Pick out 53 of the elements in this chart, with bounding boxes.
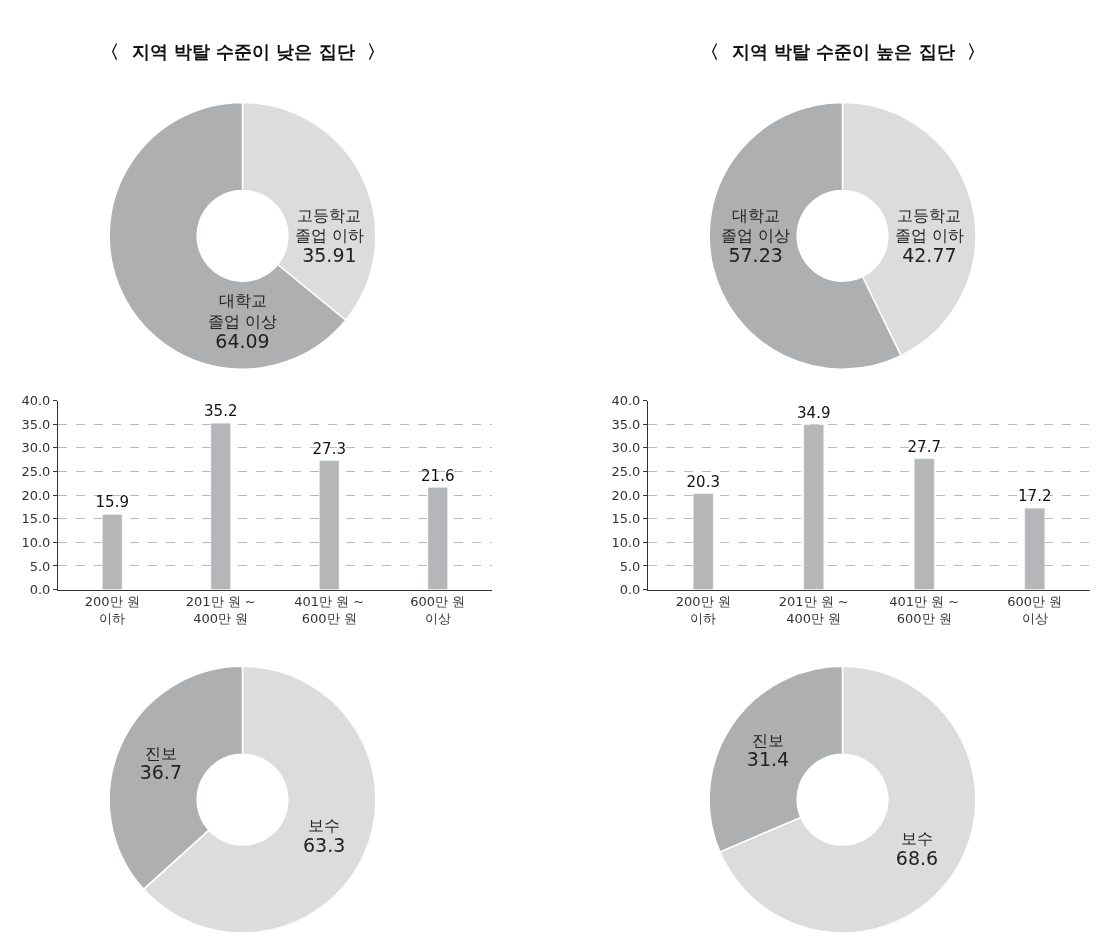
slice-label: 보수 (901, 829, 934, 849)
chart-title: 〈 지역 박탈 수준이 낮은 집단 〉 (101, 41, 386, 62)
data-label: 17.2 (1018, 487, 1052, 506)
x-tick-label: 401만 원 ~ 600만 원 (294, 594, 365, 627)
y-tick-label: 30.0 (21, 440, 51, 456)
x-tick-label: 401만 원 ~ 600만 원 (889, 594, 960, 627)
data-label: 57.23 (728, 244, 783, 267)
y-tick-label: 10.0 (21, 534, 51, 550)
bar (803, 424, 824, 590)
y-tick-label: 25.0 (21, 464, 51, 480)
x-tick-label: 600만 원 이상 (1007, 594, 1063, 627)
y-tick-label: 5.0 (619, 558, 641, 574)
slice-label: 대학교 졸업 이상 (207, 291, 278, 331)
y-tick-label: 35.0 (21, 416, 51, 432)
y-tick-label: 25.0 (611, 464, 641, 480)
x-tick-label: 201만 원 ~ 400만 원 (185, 594, 256, 627)
y-tick-label: 10.0 (611, 534, 641, 550)
data-label: 20.3 (686, 472, 720, 491)
data-label: 27.7 (907, 437, 941, 456)
slice-label: 고등학교 졸업 이하 (294, 205, 364, 246)
y-tick-label: 40.0 (611, 393, 641, 409)
y-tick-label: 30.0 (611, 440, 641, 456)
y-tick-label: 15.0 (21, 511, 51, 527)
slice-label: 보수 (308, 816, 341, 836)
slice-label: 진보 (751, 730, 784, 750)
data-label: 31.4 (746, 748, 790, 771)
data-label: 36.7 (139, 761, 182, 784)
data-label: 64.09 (215, 329, 270, 352)
x-tick-label: 200만 원 이하 (84, 594, 140, 627)
y-tick-label: 20.0 (611, 487, 641, 503)
y-tick-label: 20.0 (21, 487, 51, 503)
x-tick-label: 201만 원 ~ 400만 원 (778, 594, 849, 627)
y-tick-label: 35.0 (611, 416, 641, 432)
data-label: 34.9 (797, 403, 831, 422)
slice-label: 대학교 졸업 이상 (721, 205, 791, 246)
slice-label: 고등학교 졸업 이하 (894, 205, 964, 246)
chart-title: 〈 지역 박탈 수준이 높은 집단 〉 (701, 41, 986, 62)
data-label: 27.3 (312, 439, 346, 458)
data-label: 35.91 (302, 244, 357, 267)
y-tick-label: 5.0 (29, 558, 51, 574)
data-label: 63.3 (303, 833, 346, 856)
y-tick-label: 15.0 (611, 511, 641, 527)
data-label: 21.6 (421, 466, 455, 485)
y-tick-label: 0.0 (619, 582, 641, 598)
y-tick-label: 0.0 (29, 582, 51, 598)
data-label: 35.2 (204, 402, 238, 421)
data-label: 15.9 (95, 493, 129, 512)
data-label: 42.77 (902, 244, 957, 267)
x-tick-label: 200만 원 이하 (675, 594, 731, 627)
data-label: 68.6 (895, 846, 939, 869)
slice-label: 진보 (144, 743, 177, 763)
x-tick-label: 600만 원 이상 (410, 594, 466, 627)
y-tick-label: 40.0 (21, 393, 51, 409)
